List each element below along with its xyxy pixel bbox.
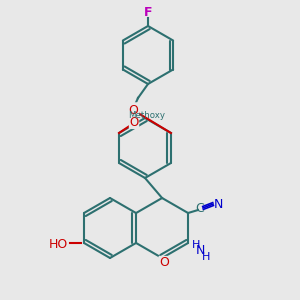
Text: O: O (159, 256, 169, 269)
Text: H: H (202, 252, 210, 262)
Text: Methoxy: Methoxy (128, 112, 166, 121)
Text: H: H (192, 240, 200, 250)
Text: F: F (144, 5, 152, 19)
Text: N: N (213, 197, 223, 211)
Text: C: C (196, 202, 204, 214)
Text: N: N (195, 244, 205, 257)
Text: O: O (129, 116, 139, 128)
Text: O: O (128, 103, 138, 116)
Text: HO: HO (48, 238, 68, 250)
